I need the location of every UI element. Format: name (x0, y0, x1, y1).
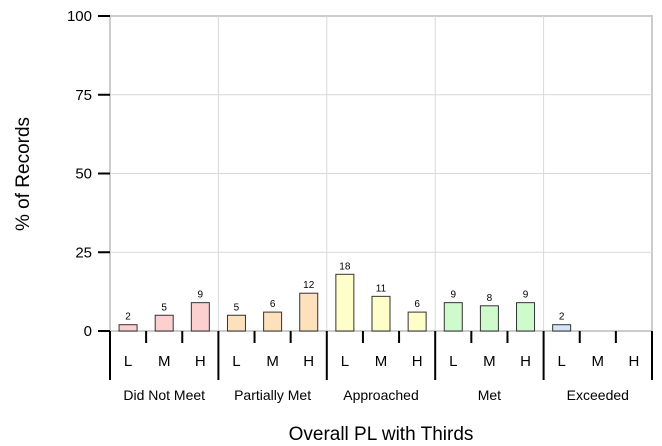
bar-value-label: 18 (339, 261, 351, 272)
bar (263, 311, 283, 332)
bar (299, 292, 319, 332)
y-tick-label: 0 (84, 323, 92, 340)
category-label: M (592, 353, 605, 370)
bar-value-label: 5 (161, 302, 167, 313)
category-label: H (412, 353, 423, 370)
bar (516, 302, 536, 332)
bar (335, 273, 355, 332)
category-label: M (266, 353, 279, 370)
category-label: L (341, 353, 349, 370)
bar-value-label: 6 (270, 299, 276, 310)
category-label: L (557, 353, 565, 370)
group-label: Met (478, 387, 501, 403)
bar-value-label: 12 (303, 280, 315, 291)
bar (118, 324, 138, 332)
y-tick-label: 75 (75, 87, 92, 104)
category-label: H (629, 353, 640, 370)
y-tick-label: 100 (67, 8, 92, 25)
x-axis-title: Overall PL with Thirds (289, 424, 474, 445)
group-label: Did Not Meet (123, 387, 205, 403)
bar (154, 314, 174, 332)
bar-value-label: 6 (414, 299, 420, 310)
group-label: Partially Met (234, 387, 311, 403)
bar-value-label: 9 (523, 290, 529, 301)
bar (226, 314, 246, 332)
category-label: L (449, 353, 457, 370)
bar-value-label: 9 (198, 290, 204, 301)
bar (552, 324, 572, 332)
y-tick-label: 25 (75, 244, 92, 261)
group-label: Approached (343, 387, 419, 403)
bar (190, 302, 210, 332)
category-label: M (483, 353, 496, 370)
category-label: M (375, 353, 388, 370)
bars: 2 5 9 5 6 12 18 11 6 9 8 9 2 (118, 261, 572, 332)
y-axis-title: % of Records (13, 117, 34, 231)
category-label: H (520, 353, 531, 370)
bar (371, 295, 391, 332)
category-label: H (303, 353, 314, 370)
bar (443, 302, 463, 332)
bar-value-label: 8 (487, 293, 493, 304)
bar (407, 311, 427, 332)
bar-value-label: 5 (234, 302, 240, 313)
category-label: L (124, 353, 132, 370)
bar-value-label: 11 (376, 283, 387, 294)
category-label: M (158, 353, 171, 370)
bar-value-label: 9 (450, 290, 456, 301)
bar-value-label: 2 (559, 312, 565, 323)
bar (479, 305, 499, 332)
bar-value-label: 2 (125, 312, 131, 323)
category-label: L (232, 353, 240, 370)
y-tick-label: 50 (75, 166, 92, 183)
category-label: H (195, 353, 206, 370)
group-label: Exceeded (567, 387, 629, 403)
